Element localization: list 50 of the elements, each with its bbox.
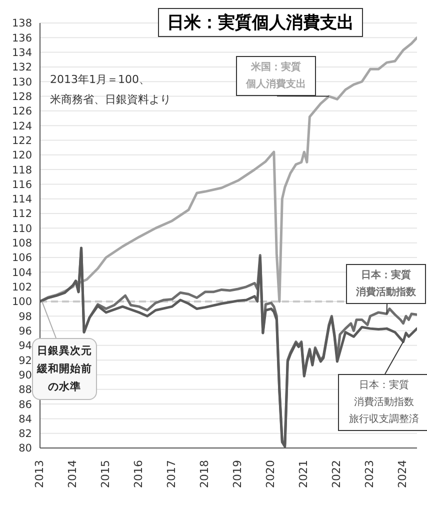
y-tick-label: 92: [18, 354, 32, 367]
y-tick-label: 136: [12, 32, 32, 44]
y-tick-label: 98: [18, 310, 32, 323]
line-series: [40, 36, 417, 303]
ref-line-label: 日銀異次元緩和開始前の水準: [37, 344, 92, 395]
x-tick-label: 2020: [264, 460, 278, 488]
series-label: 日本：実質消費活動指数: [355, 268, 417, 300]
y-tick-label: 124: [12, 120, 32, 132]
y-tick-label: 128: [12, 91, 32, 104]
y-tick-label: 80: [18, 442, 32, 455]
y-tick-label: 96: [18, 325, 32, 338]
y-tick-label: 116: [12, 178, 32, 191]
y-tick-label: 130: [12, 76, 32, 88]
y-tick-label: 108: [12, 238, 32, 250]
y-tick-label: 102: [12, 282, 32, 294]
y-tick-label: 84: [18, 413, 32, 426]
y-tick-label: 110: [12, 222, 32, 235]
y-tick-label: 88: [18, 384, 32, 396]
x-tick-label: 2016: [132, 460, 146, 488]
x-tick-label: 2018: [198, 460, 212, 488]
y-tick-label: 114: [12, 194, 32, 206]
y-tick-label: 82: [18, 428, 32, 440]
x-tick-label: 2015: [99, 460, 112, 488]
x-tick-label: 2021: [297, 460, 310, 488]
y-tick-label: 112: [12, 208, 32, 220]
annotation: 2013年1月＝100、: [50, 72, 150, 88]
y-tick-label: 104: [12, 266, 32, 279]
y-tick-label: 132: [12, 62, 32, 74]
y-tick-label: 106: [12, 252, 32, 264]
text: 日本：実質消費活動指数旅行収支調整済: [348, 378, 420, 427]
x-tick-label: 2013: [33, 460, 46, 488]
y-tick-label: 86: [18, 398, 32, 411]
y-tick-label: 94: [18, 340, 32, 352]
y-tick-label: 138: [12, 18, 32, 30]
chart-title: 日米：実質個人消費支出: [167, 12, 354, 34]
y-tick-label: 134: [12, 47, 32, 60]
x-tick-label: 2022: [330, 460, 344, 488]
annotation: 米商務省、日銀資料より: [50, 92, 171, 108]
x-tick-label: 2024: [396, 460, 410, 488]
x-tick-label: 2017: [165, 460, 178, 488]
y-tick-label: 100: [12, 296, 32, 308]
y-tick-label: 126: [12, 106, 32, 118]
y-tick-label: 122: [12, 134, 32, 147]
y-tick-label: 90: [18, 369, 32, 382]
x-tick-label: 2023: [363, 460, 376, 488]
x-tick-label: 2014: [66, 460, 80, 488]
y-tick-label: 118: [12, 164, 32, 176]
y-tick-label: 120: [12, 150, 32, 162]
x-tick-label: 2019: [231, 460, 244, 488]
text: 米国：実質個人消費支出: [244, 60, 307, 92]
